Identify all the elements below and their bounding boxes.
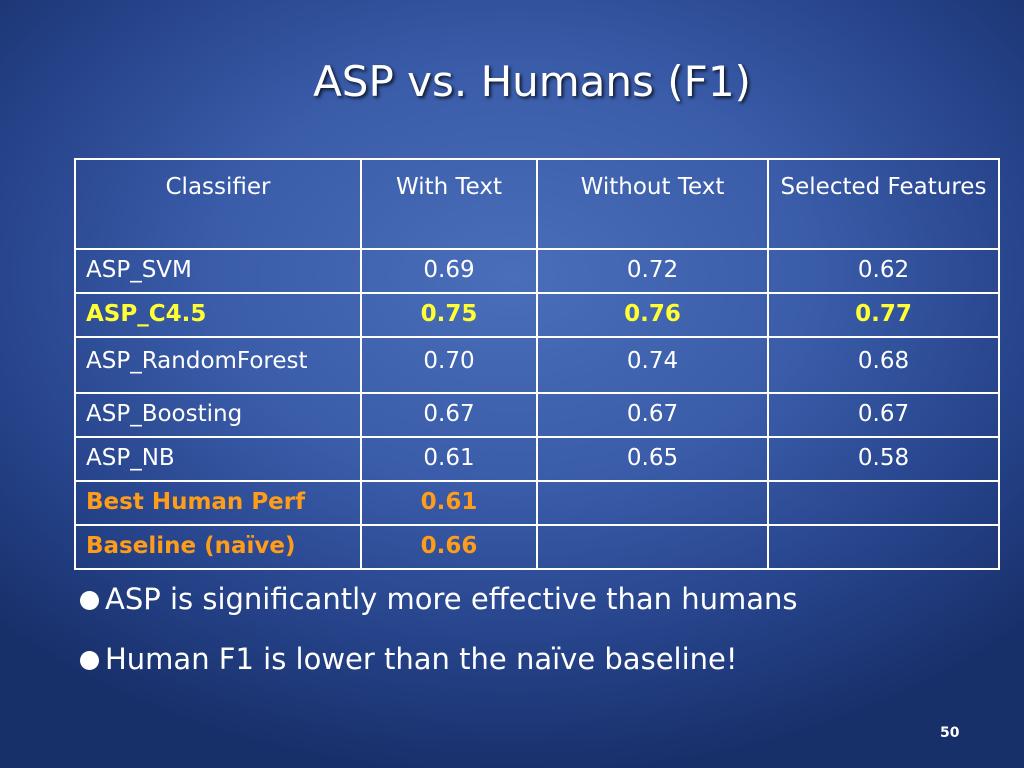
cell-with-text: 0.67 bbox=[360, 392, 538, 438]
header-without-text: Without Text bbox=[536, 158, 769, 250]
cell-classifier: ASP_RandomForest bbox=[74, 336, 362, 394]
cell-without-text: 0.65 bbox=[536, 436, 769, 482]
bullet-text: ASP is significantly more effective than… bbox=[105, 582, 798, 616]
bullet-icon bbox=[80, 650, 99, 670]
cell-selected-features: 0.62 bbox=[767, 248, 1000, 294]
bullet-icon bbox=[80, 590, 99, 610]
cell-with-text: 0.70 bbox=[360, 336, 538, 394]
header-classifier: Classifier bbox=[74, 158, 362, 250]
table-header-row: Classifier With Text Without Text Select… bbox=[74, 158, 1000, 250]
cell-with-text: 0.75 bbox=[360, 292, 538, 338]
cell-with-text: 0.61 bbox=[360, 436, 538, 482]
cell-classifier: ASP_NB bbox=[74, 436, 362, 482]
bullet-item: ASP is significantly more effective than… bbox=[80, 580, 980, 618]
cell-without-text bbox=[536, 480, 769, 526]
cell-without-text: 0.72 bbox=[536, 248, 769, 294]
cell-selected-features: 0.58 bbox=[767, 436, 1000, 482]
cell-without-text: 0.74 bbox=[536, 336, 769, 394]
cell-selected-features: 0.67 bbox=[767, 392, 1000, 438]
table-row: ASP_Boosting 0.67 0.67 0.67 bbox=[74, 392, 1000, 438]
cell-classifier: ASP_Boosting bbox=[74, 392, 362, 438]
cell-with-text: 0.66 bbox=[360, 524, 538, 570]
results-table: Classifier With Text Without Text Select… bbox=[74, 158, 1000, 570]
cell-selected-features: 0.77 bbox=[767, 292, 1000, 338]
cell-selected-features: 0.68 bbox=[767, 336, 1000, 394]
slide-number: 50 bbox=[940, 725, 960, 741]
cell-classifier: ASP_SVM bbox=[74, 248, 362, 294]
header-with-text: With Text bbox=[360, 158, 538, 250]
cell-selected-features bbox=[767, 524, 1000, 570]
table-row: Best Human Perf 0.61 bbox=[74, 480, 1000, 526]
table-row: ASP_NB 0.61 0.65 0.58 bbox=[74, 436, 1000, 482]
bullet-item: Human F1 is lower than the naïve baselin… bbox=[80, 640, 980, 678]
cell-with-text: 0.61 bbox=[360, 480, 538, 526]
bullet-list: ASP is significantly more effective than… bbox=[80, 580, 980, 700]
table-row: Baseline (naïve) 0.66 bbox=[74, 524, 1000, 570]
cell-with-text: 0.69 bbox=[360, 248, 538, 294]
table-row: ASP_SVM 0.69 0.72 0.62 bbox=[74, 248, 1000, 294]
cell-classifier: Best Human Perf bbox=[74, 480, 362, 526]
cell-selected-features bbox=[767, 480, 1000, 526]
cell-without-text: 0.67 bbox=[536, 392, 769, 438]
table-row: ASP_RandomForest 0.70 0.74 0.68 bbox=[74, 336, 1000, 394]
cell-without-text: 0.76 bbox=[536, 292, 769, 338]
table-row: ASP_C4.5 0.75 0.76 0.77 bbox=[74, 292, 1000, 338]
cell-classifier: Baseline (naïve) bbox=[74, 524, 362, 570]
slide-title: ASP vs. Humans (F1) bbox=[313, 57, 751, 107]
cell-classifier: ASP_C4.5 bbox=[74, 292, 362, 338]
cell-without-text bbox=[536, 524, 769, 570]
header-selected-features: Selected Features bbox=[767, 158, 1000, 250]
bullet-text: Human F1 is lower than the naïve baselin… bbox=[105, 642, 738, 676]
